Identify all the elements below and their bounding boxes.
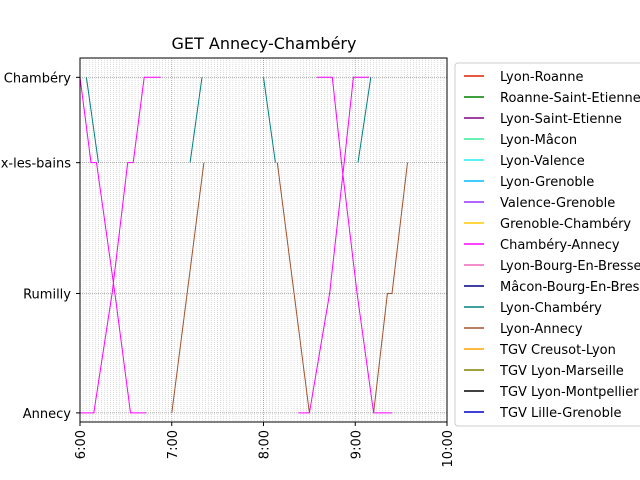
legend-frame <box>454 62 640 427</box>
series-line <box>85 77 99 163</box>
legend-label: Lyon-Valence <box>500 154 585 169</box>
legend-label: Grenoble-Chambéry <box>500 217 631 232</box>
series-line <box>276 162 310 413</box>
series-line <box>189 77 203 163</box>
series-line <box>80 76 161 414</box>
series-line <box>263 77 276 163</box>
series-line <box>357 77 372 163</box>
legend-label: Roanne-Saint-Etienne <box>500 91 640 106</box>
y-tick-label: Chambéry <box>4 71 72 86</box>
x-axis: 6:00 7:00 8:00 9:00 10:00 <box>74 422 456 467</box>
x-tick-label: 10:00 <box>441 430 456 467</box>
x-tick-label: 9:00 <box>349 430 364 459</box>
legend-label: Lyon-Saint-Etienne <box>500 112 622 127</box>
legend-label: Lyon-Mâcon <box>500 133 577 148</box>
x-tick-label: 7:00 <box>166 430 181 459</box>
series-layer <box>79 76 408 414</box>
legend-label: Chambéry-Annecy <box>500 238 620 253</box>
legend-label: TGV Lyon-Marseille <box>499 364 624 379</box>
legend-label: Lyon-Bourg-En-Bresse <box>500 259 640 274</box>
legend-label: Lyon-Grenoble <box>500 175 594 190</box>
legend-label: Valence-Grenoble <box>500 196 615 211</box>
y-tick-label: Rumilly <box>23 287 71 302</box>
chart-title: GET Annecy-Chambéry <box>172 34 357 53</box>
x-tick-label: 6:00 <box>74 430 89 459</box>
legend-label: Mâcon-Bourg-En-Bresse <box>500 280 640 295</box>
legend-label: TGV Creusot-Lyon <box>499 343 616 358</box>
legend-label: TGV Lille-Grenoble <box>499 406 621 421</box>
legend-label: Lyon-Annecy <box>500 322 583 337</box>
y-axis: Annecy Rumilly Aix-les-bains Chambéry <box>0 71 80 422</box>
series-line <box>171 162 205 413</box>
legend-label: TGV Lyon-Montpellier <box>499 385 639 400</box>
y-tick-label: Annecy <box>23 407 72 422</box>
legend-label: Lyon-Roanne <box>500 70 583 85</box>
series-line <box>298 76 369 414</box>
series-line <box>316 76 392 414</box>
y-tick-label: Aix-les-bains <box>0 157 71 172</box>
series-line <box>373 162 408 413</box>
series-line <box>79 77 147 414</box>
legend: Lyon-Roanne Roanne-Saint-Etienne Lyon-Sain… <box>454 62 640 427</box>
x-tick-label: 8:00 <box>258 430 273 459</box>
legend-label: Lyon-Chambéry <box>500 301 602 316</box>
